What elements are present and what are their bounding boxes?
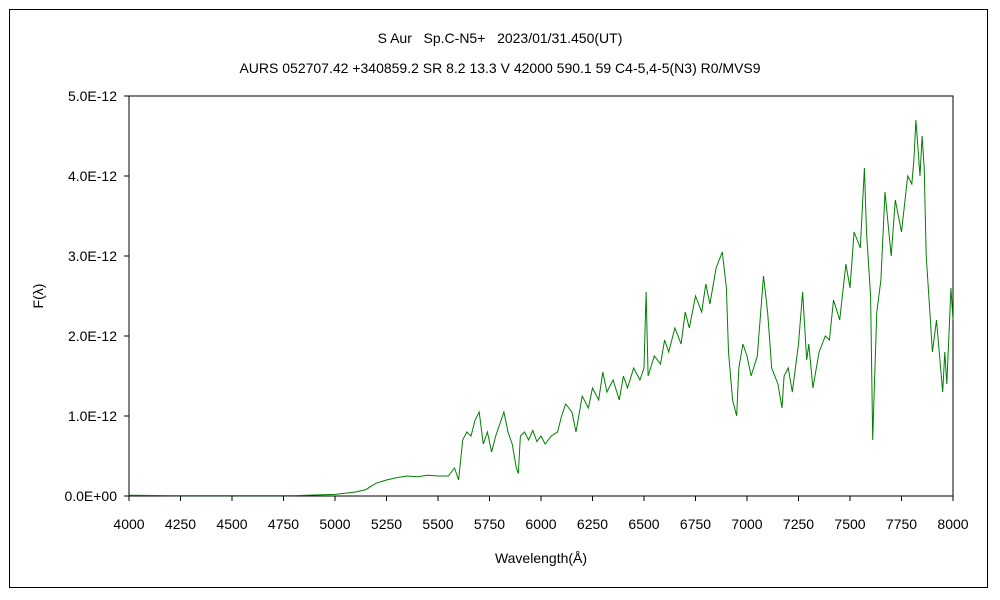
x-tick-label: 7250 bbox=[783, 516, 814, 532]
x-tick-label: 4750 bbox=[268, 516, 299, 532]
x-tick-label: 4000 bbox=[113, 516, 144, 532]
x-tick-label: 4250 bbox=[165, 516, 196, 532]
spectrum-line bbox=[128, 119, 954, 497]
x-tick-label: 6250 bbox=[577, 516, 608, 532]
chart-subtitle: AURS 052707.42 +340859.2 SR 8.2 13.3 V 4… bbox=[239, 60, 761, 76]
x-tick-label: 7500 bbox=[834, 516, 865, 532]
x-tick-label: 8000 bbox=[937, 516, 968, 532]
x-tick-label: 7750 bbox=[886, 516, 917, 532]
x-tick-label: 7000 bbox=[731, 516, 762, 532]
y-tick-label: 5.0E-12 bbox=[68, 88, 117, 104]
chart-frame bbox=[9, 9, 988, 588]
x-axis-label: Wavelength(Å) bbox=[495, 550, 587, 566]
chart-title: S Aur Sp.C-N5+ 2023/01/31.450(UT) bbox=[377, 30, 623, 46]
x-tick-label: 5750 bbox=[474, 516, 505, 532]
x-tick-label: 5500 bbox=[422, 516, 453, 532]
x-tick-label: 6000 bbox=[525, 516, 556, 532]
x-tick-label: 5250 bbox=[371, 516, 402, 532]
y-tick-label: 3.0E-12 bbox=[68, 248, 117, 264]
y-axis-label: F(λ) bbox=[30, 284, 46, 309]
x-tick-label: 4500 bbox=[216, 516, 247, 532]
y-tick-label: 0.0E+00 bbox=[64, 488, 117, 504]
y-tick-label: 1.0E-12 bbox=[68, 408, 117, 424]
y-tick-label: 2.0E-12 bbox=[68, 328, 117, 344]
y-tick-label: 4.0E-12 bbox=[68, 168, 117, 184]
x-tick-label: 6500 bbox=[628, 516, 659, 532]
x-tick-label: 5000 bbox=[319, 516, 350, 532]
x-tick-label: 6750 bbox=[680, 516, 711, 532]
